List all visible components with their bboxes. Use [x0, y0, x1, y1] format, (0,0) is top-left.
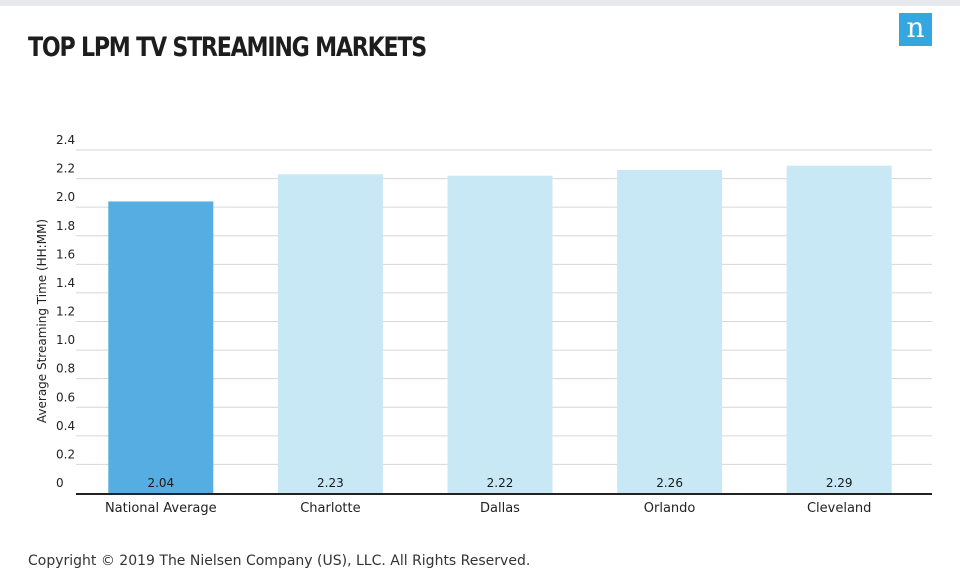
y-tick-label: 0.6 — [56, 390, 75, 404]
bar-charlotte — [277, 174, 383, 493]
y-tick-label: 1.0 — [56, 333, 75, 347]
bar-orlando — [617, 170, 723, 493]
y-tick-label: 2.2 — [56, 162, 75, 176]
x-tick-label: Charlotte — [300, 501, 360, 516]
bar-national-average — [108, 201, 214, 493]
x-tick-label: Cleveland — [807, 501, 871, 516]
y-tick-label: 1.8 — [56, 219, 75, 233]
y-tick-label: 1.6 — [56, 247, 75, 261]
x-tick-labels: National Average Charlotte Dallas Orlando Cl… — [105, 501, 871, 516]
y-tick-label: 2.4 — [56, 133, 75, 147]
value-label: 2.22 — [487, 476, 514, 490]
y-tick-label: 1.4 — [56, 276, 75, 290]
y-tick-label: 0.2 — [56, 447, 75, 461]
bar-dallas — [447, 175, 553, 493]
y-tick-label: 0.8 — [56, 362, 75, 376]
bars — [108, 165, 892, 494]
bar-cleveland — [786, 165, 892, 494]
y-axis-title: Average Streaming Time (HH:MM) — [35, 219, 49, 423]
y-tick-label: 0 — [56, 476, 64, 490]
y-tick-label: 0.4 — [56, 419, 75, 433]
y-tick-labels: 0 0.2 0.4 0.6 0.8 1.0 1.2 1.4 1.6 1.8 2.0 2.2 2.4 — [56, 133, 75, 490]
copyright-text: Copyright © 2019 The Nielsen Company (US… — [28, 553, 531, 569]
x-tick-label: Orlando — [644, 501, 696, 516]
value-label: 2.29 — [826, 476, 853, 490]
bar-chart: 0 0.2 0.4 0.6 0.8 1.0 1.2 1.4 1.6 1.8 2.0 2.2 2.4 2.… — [35, 133, 932, 516]
y-tick-label: 2.0 — [56, 190, 75, 204]
x-tick-label: National Average — [105, 501, 217, 516]
top-strip — [0, 0, 960, 6]
value-labels: 2.04 2.23 2.22 2.26 2.29 — [147, 476, 852, 490]
y-tick-label: 1.2 — [56, 305, 75, 319]
value-label: 2.26 — [656, 476, 683, 490]
nielsen-logo: n — [899, 13, 932, 46]
value-label: 2.23 — [317, 476, 344, 490]
chart-title: TOP LPM TV STREAMING MARKETS — [28, 32, 427, 63]
value-label: 2.04 — [147, 476, 174, 490]
x-tick-label: Dallas — [480, 501, 520, 516]
